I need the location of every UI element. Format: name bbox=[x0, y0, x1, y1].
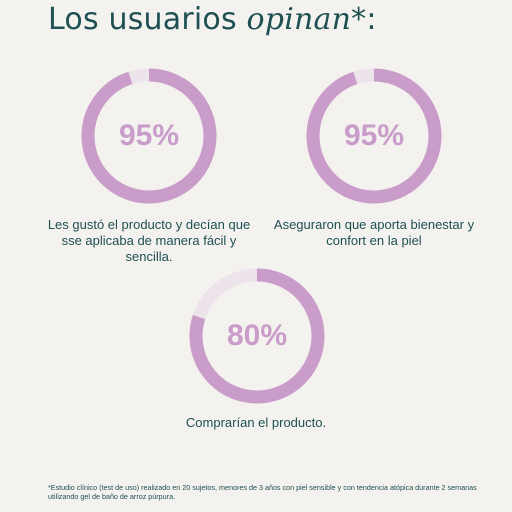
stat-ring-2: 95% bbox=[306, 68, 442, 204]
stat-caption-2: Aseguraron que aporta bienestar y confor… bbox=[273, 217, 475, 248]
stat-percent: 80% bbox=[226, 319, 288, 352]
headline: Los usuarios opinan*: bbox=[48, 2, 377, 37]
progress-ring bbox=[81, 68, 217, 204]
stat-percent: 95% bbox=[118, 119, 180, 152]
footnote: *Estudio clínico (test de uso) realizado… bbox=[48, 483, 477, 501]
progress-ring bbox=[189, 268, 325, 404]
stat-caption-1: Les gustó el producto y decían que sse a… bbox=[47, 217, 251, 264]
headline-text: Los usuarios bbox=[48, 2, 247, 37]
progress-ring bbox=[306, 68, 442, 204]
headline-emphasis: opinan bbox=[246, 2, 352, 37]
ring-arc bbox=[306, 68, 442, 204]
stat-caption-3: Comprarían el producto. bbox=[185, 415, 327, 430]
ring-arc bbox=[189, 268, 325, 404]
stat-ring-3: 80% bbox=[189, 268, 325, 404]
headline-suffix: *: bbox=[351, 2, 377, 37]
stat-percent: 95% bbox=[343, 119, 405, 152]
stat-ring-1: 95% bbox=[81, 68, 217, 204]
ring-arc bbox=[81, 68, 217, 204]
